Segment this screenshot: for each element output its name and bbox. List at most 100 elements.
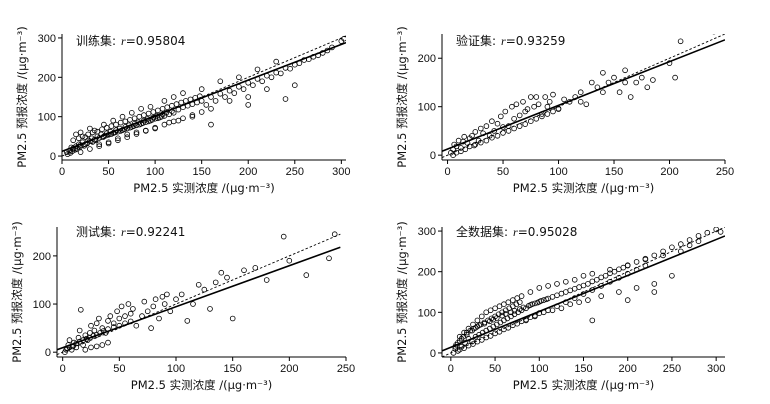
data-point	[477, 125, 484, 132]
data-point	[458, 335, 465, 342]
data-point	[133, 322, 140, 329]
data-point	[159, 293, 166, 300]
data-point	[616, 289, 622, 295]
data-point	[144, 308, 151, 315]
data-point	[496, 303, 503, 310]
data-point	[87, 146, 93, 152]
data-point	[583, 101, 590, 108]
data-point	[542, 94, 548, 100]
data-point	[543, 296, 550, 303]
r-symbol: r	[501, 34, 506, 48]
data-point	[677, 38, 684, 45]
data-point	[136, 113, 143, 120]
data-point	[173, 101, 180, 107]
data-point	[651, 289, 658, 295]
x-axis-title: PM2.5 实测浓度 /(μg·m⁻³)	[513, 181, 654, 195]
data-point	[87, 125, 93, 132]
data-point	[224, 274, 230, 281]
data-point	[143, 128, 149, 134]
data-point	[282, 96, 289, 102]
data-point	[622, 79, 628, 86]
y-tick-label: 0	[45, 347, 51, 359]
data-point	[130, 306, 136, 312]
y-tick-label: 200	[38, 72, 56, 84]
data-point	[166, 111, 172, 118]
x-tick-label: 200	[239, 166, 257, 178]
data-point	[549, 294, 556, 300]
x-axis-title: PM2.5 实测浓度 /(μg·m⁻³)	[513, 378, 654, 392]
data-point	[505, 128, 512, 134]
data-point	[226, 98, 233, 104]
data-point	[133, 131, 140, 137]
y-axis-title: PM2.5 预报浓度 /(μg·m⁻³)	[395, 221, 409, 362]
data-point	[502, 108, 509, 115]
data-point	[99, 126, 105, 133]
data-point	[264, 86, 270, 92]
data-point	[642, 256, 649, 263]
data-point	[516, 299, 523, 306]
y-tick-label: 300	[38, 33, 56, 45]
y-axis-title: PM2.5 预报浓度 /(μg·m⁻³)	[10, 221, 24, 362]
data-point	[229, 315, 236, 322]
r-symbol: r	[121, 34, 126, 48]
data-point	[562, 278, 569, 285]
panel-title-name: 测试集:	[76, 224, 116, 239]
data-point	[127, 310, 134, 317]
data-point	[616, 89, 623, 95]
panel-title: 测试集: r=0.92241	[76, 224, 185, 239]
data-point	[91, 127, 98, 134]
data-point	[66, 337, 73, 343]
data-point	[516, 306, 523, 312]
data-point	[589, 270, 596, 277]
data-point	[558, 305, 565, 312]
data-point	[492, 305, 498, 312]
data-point	[505, 299, 512, 306]
data-point	[458, 148, 464, 155]
x-tick-label: 50	[102, 166, 114, 178]
data-point	[660, 252, 666, 259]
data-point	[624, 262, 631, 269]
data-point	[476, 322, 482, 329]
data-point	[173, 296, 179, 303]
x-tick-label: 100	[530, 363, 548, 375]
data-point	[150, 303, 157, 310]
data-point	[622, 67, 628, 74]
y-tick-label: 100	[33, 299, 51, 311]
r-symbol: r	[513, 225, 518, 239]
data-point	[240, 86, 247, 92]
data-point	[64, 151, 71, 157]
data-point	[672, 74, 678, 81]
data-point	[493, 315, 500, 321]
data-point	[469, 327, 475, 334]
data-point	[607, 266, 613, 273]
data-point	[250, 82, 256, 88]
data-point	[150, 109, 157, 115]
data-point	[533, 94, 540, 100]
data-point	[516, 112, 523, 119]
x-tick-label: 200	[660, 166, 678, 178]
data-point	[105, 339, 111, 346]
x-tick-label: 50	[497, 166, 509, 178]
data-point	[175, 117, 182, 124]
data-point	[576, 299, 582, 306]
x-tick-label: 150	[223, 363, 241, 375]
panel-all: 0 50 100 150 200 250 300 0 100 200 300 全数据集: r=0.950…	[395, 221, 725, 392]
fit-line	[57, 246, 341, 351]
data-point	[67, 150, 74, 156]
y-axis-title: PM2.5 预报浓度 /(μg·m⁻³)	[395, 26, 409, 167]
data-point	[520, 99, 526, 105]
data-point	[704, 229, 711, 236]
r-value: =0.95804	[126, 34, 186, 48]
data-point	[589, 278, 596, 285]
data-point	[119, 113, 126, 120]
panel-test: 0 50 100 150 200 250 0 100 200 测试集: r=0.92241 PM2.5…	[10, 221, 355, 392]
data-point	[522, 121, 528, 127]
data-point	[502, 311, 509, 317]
plot-area	[442, 34, 725, 159]
data-point	[669, 272, 675, 279]
data-point	[148, 325, 154, 331]
data-point	[101, 121, 107, 128]
panel-title-name: 验证集:	[456, 33, 496, 48]
